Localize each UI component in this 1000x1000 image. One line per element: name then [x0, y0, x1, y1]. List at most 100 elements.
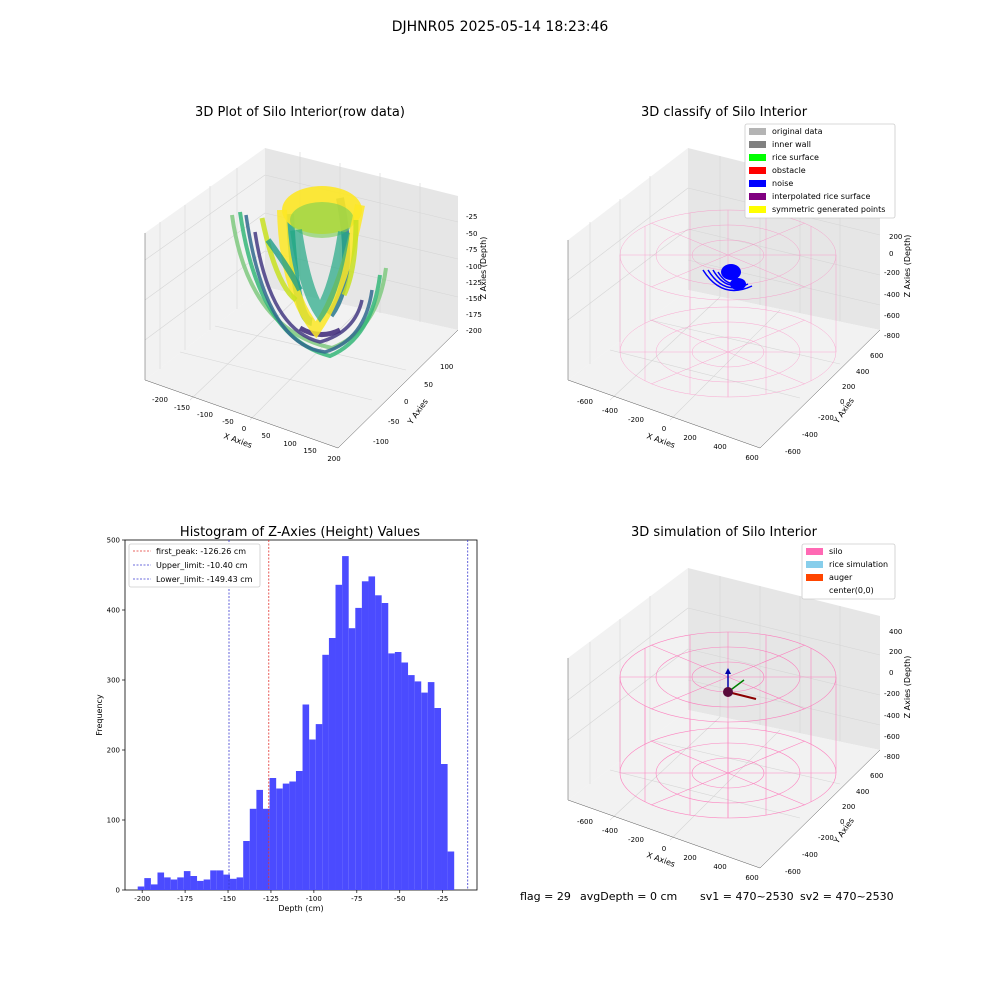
classify-xtick: -200: [628, 416, 644, 424]
classify-xtick: 400: [713, 443, 726, 451]
histogram-bar: [190, 876, 198, 890]
raw-point-cloud: [230, 186, 388, 359]
raw-xtick: 200: [327, 455, 340, 463]
simulation-legend-label: auger: [829, 573, 853, 582]
raw-x-label: X Axies: [222, 431, 253, 450]
classify-ztick: -600: [884, 312, 900, 320]
histogram-bar: [216, 870, 224, 890]
status-sv1: sv1 = 470~2530: [700, 890, 794, 903]
histogram-bar: [421, 692, 428, 890]
classify-legend-label: symmetric generated points: [772, 205, 885, 214]
panel-classify: 3D classify of Silo Interior: [567, 105, 912, 462]
histogram-xtick-label: -150: [220, 895, 236, 903]
classify-ytick: -200: [818, 414, 834, 422]
classify-ytick: 600: [870, 352, 883, 360]
simulation-ztick: -800: [884, 753, 900, 761]
raw-xtick: 50: [262, 432, 271, 440]
histogram-bar: [183, 871, 191, 890]
histogram-y-label: Frequency: [95, 694, 104, 736]
histogram-bar: [315, 724, 323, 890]
raw-ztick: -175: [466, 311, 482, 319]
histogram-bar: [381, 603, 389, 890]
histogram-bar: [335, 584, 343, 890]
simulation-ztick: -400: [884, 712, 900, 720]
histogram-bar: [262, 808, 270, 890]
raw-xtick: -150: [174, 404, 190, 412]
histogram-x-ticks: -200 -175 -150 -125 -100 -75 -50 -25: [134, 890, 448, 903]
histogram-bar: [289, 781, 296, 890]
raw-ytick: -100: [373, 438, 389, 446]
histogram-bar: [414, 681, 422, 890]
status-avg-depth: avgDepth = 0 cm: [580, 890, 677, 903]
histogram-xtick-label: -125: [263, 895, 279, 903]
classify-ytick: 200: [842, 383, 855, 391]
panel-raw-data: 3D Plot of Silo Interior(row data): [144, 105, 488, 463]
classify-xtick: 200: [683, 434, 696, 442]
status-flag: flag = 29: [520, 890, 571, 903]
histogram-bar: [368, 576, 376, 890]
histogram-bar: [447, 851, 455, 890]
classify-legend-label: obstacle: [772, 166, 806, 175]
simulation-ztick: 200: [889, 648, 902, 656]
histogram-bar: [302, 704, 310, 890]
classify-z-ticks: 200 0 -200 -400 -600 -800 Z Axies (Depth…: [884, 233, 912, 340]
simulation-legend-item: silo: [806, 547, 843, 556]
histogram-bar: [137, 886, 145, 890]
simulation-ytick: -400: [802, 851, 818, 859]
histogram-ytick-label: 100: [107, 817, 120, 825]
histogram-bar: [256, 789, 263, 890]
classify-xtick: -600: [577, 398, 593, 406]
classify-legend-label: inner wall: [772, 140, 811, 149]
classify-ztick: -800: [884, 332, 900, 340]
raw-xtick: 100: [283, 440, 296, 448]
raw-z-ticks: -25 -50 -75 -100 -125 -150 -175 -200 Z A…: [466, 213, 488, 335]
histogram-bar: [295, 771, 303, 890]
raw-ztick: -100: [466, 263, 482, 271]
histogram-ytick-label: 0: [116, 887, 120, 895]
raw-y-label: Y Axies: [405, 397, 430, 427]
simulation-xtick: 0: [662, 845, 666, 853]
raw-ztick: -150: [466, 295, 482, 303]
classify-legend-label: rice surface: [772, 153, 819, 162]
histogram-bar: [170, 879, 178, 890]
histogram-bar: [309, 739, 316, 890]
simulation-xtick: -400: [602, 827, 618, 835]
histogram-ytick-label: 400: [107, 607, 120, 615]
histogram-vertical-lines: [228, 540, 469, 890]
classify-ytick: -600: [785, 448, 801, 456]
simulation-z-label: Z Axies (Depth): [903, 656, 912, 719]
histogram-ytick-label: 500: [107, 537, 120, 545]
simulation-legend-item: rice simulation: [806, 560, 888, 569]
histogram-bar: [342, 556, 349, 890]
histogram-bar: [197, 880, 204, 890]
histogram-bar: [361, 581, 369, 890]
histogram-bar: [269, 778, 277, 890]
simulation-xtick: -200: [628, 836, 644, 844]
simulation-ytick: 0: [840, 818, 844, 826]
classify-legend-item: symmetric generated points: [749, 205, 885, 214]
raw-ztick: -25: [466, 213, 477, 221]
classify-xtick: 0: [662, 425, 666, 433]
simulation-ztick: -600: [884, 733, 900, 741]
histogram-bar: [164, 877, 171, 890]
classify-ytick: -400: [802, 431, 818, 439]
simulation-xtick: 400: [713, 863, 726, 871]
histogram-bar: [401, 662, 409, 890]
histogram-bar: [236, 877, 244, 890]
histogram-bar: [408, 675, 415, 890]
histogram-bar: [434, 708, 442, 890]
histogram-bar: [276, 788, 283, 890]
classify-xtick: 600: [745, 454, 758, 462]
histogram-bars: [137, 556, 455, 890]
histogram-bar: [157, 872, 165, 890]
classify-legend-item: interpolated rice surface: [749, 192, 870, 201]
simulation-ytick: -600: [785, 868, 801, 876]
figure-title: DJHNR05 2025-05-14 18:23:46: [392, 19, 609, 35]
legend-lower-limit: Lower_limit: -149.43 cm: [156, 575, 253, 584]
raw-ztick: -125: [466, 279, 482, 287]
histogram-bar: [144, 878, 151, 890]
raw-z-label: Z Axies (Depth): [479, 237, 488, 300]
simulation-legend: silo rice simulation auger center(0,0): [801, 543, 896, 600]
raw-xtick: -200: [152, 396, 168, 404]
simulation-z-ticks: 400 200 0 -200 -400 -600 -800 Z Axies (D…: [884, 628, 912, 761]
